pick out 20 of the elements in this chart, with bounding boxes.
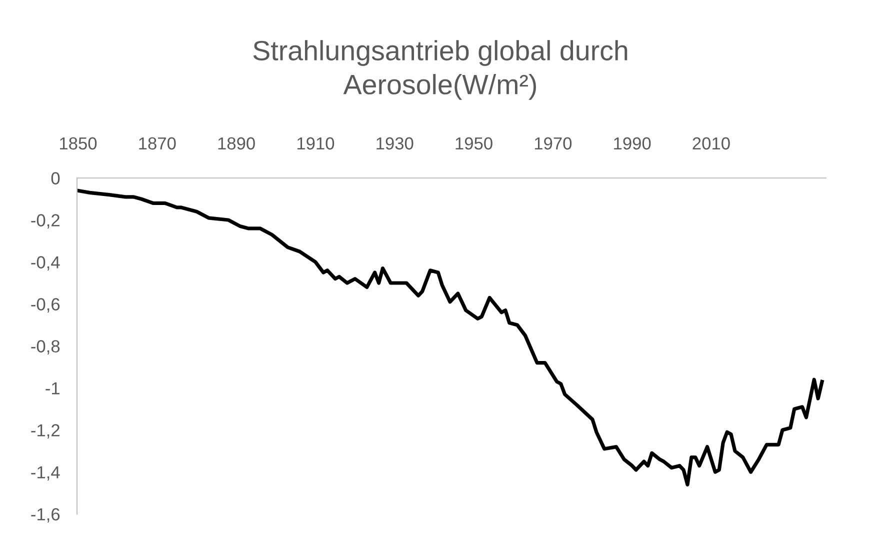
line-series [77, 188, 824, 486]
x-tick-label: 1990 [614, 137, 651, 150]
x-tick-label: 1970 [534, 137, 572, 150]
y-tick-label: -0,6 [31, 298, 60, 313]
y-tick-label: -0,8 [31, 340, 60, 355]
y-tick-label: -0,4 [31, 256, 60, 271]
x-tick-label: 1910 [297, 137, 334, 150]
x-tick-label: 1850 [60, 137, 97, 150]
y-tick-label: -1,4 [31, 466, 60, 481]
x-tick-label: 1890 [218, 137, 255, 150]
y-tick-label: -1,2 [31, 424, 60, 439]
y-tick-label: -0,2 [31, 214, 60, 229]
x-tick-label: 1930 [376, 137, 414, 150]
x-tick-label: 2010 [692, 137, 730, 150]
chart-title: Strahlungsantrieb global durch Aerosole(W/m²) [253, 40, 628, 100]
y-tick-label: 0 [51, 172, 60, 184]
x-tick-label: 1870 [139, 137, 176, 150]
y-tick-label: -1 [46, 382, 60, 394]
y-tick-label: -1,6 [31, 508, 60, 523]
x-tick-label: 1950 [456, 137, 492, 150]
